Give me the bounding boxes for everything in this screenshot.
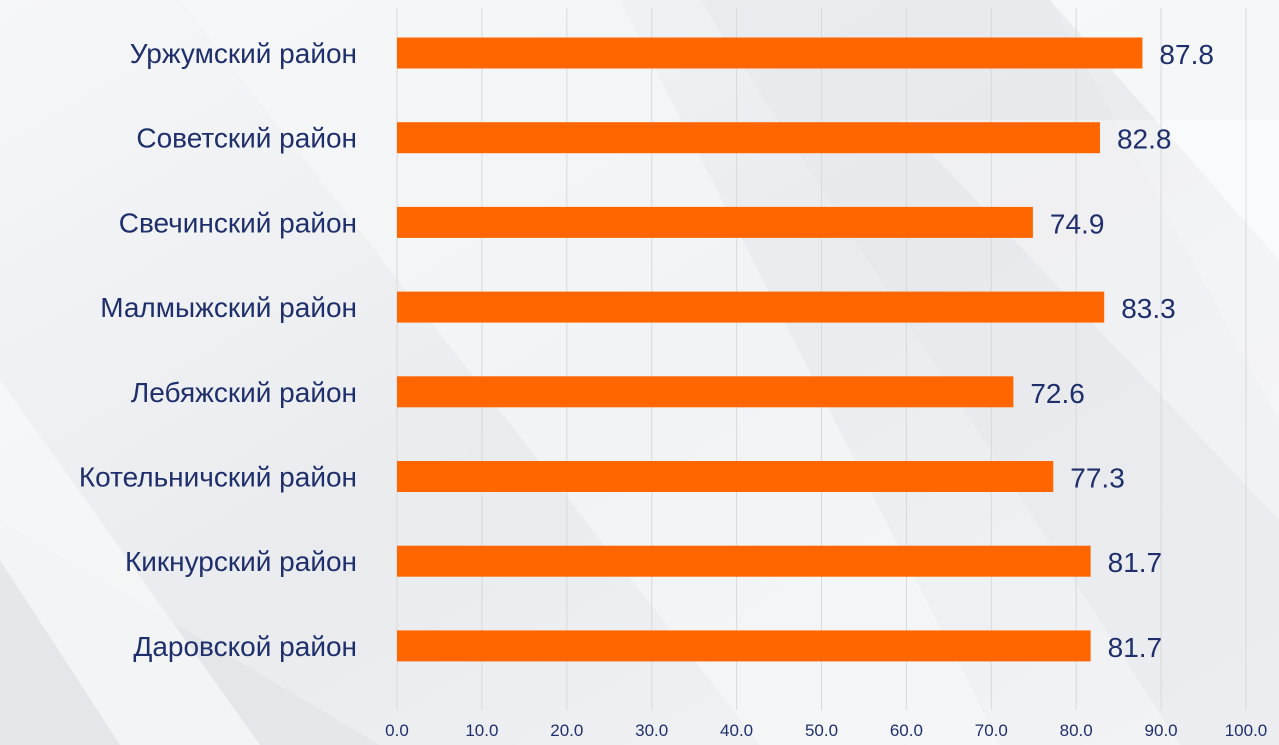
data-label: 87.8 (1159, 39, 1214, 70)
category-labels: Уржумский район Советский район Свечинский… (79, 38, 357, 662)
bar (397, 291, 1105, 323)
category-label: Советский район (136, 123, 357, 154)
x-tick-label: 20.0 (550, 721, 583, 740)
bar (397, 545, 1091, 577)
x-tick-label: 10.0 (465, 721, 498, 740)
data-label: 72.6 (1030, 378, 1085, 409)
data-label: 82.8 (1117, 124, 1172, 155)
data-label: 83.3 (1121, 293, 1176, 324)
data-label: 81.7 (1108, 632, 1163, 663)
category-label: Малмыжский район (100, 292, 357, 323)
category-label: Уржумский район (130, 38, 357, 69)
value-labels: 87.8 82.8 74.9 83.3 72.6 77.3 81.7 81.7 (1030, 39, 1214, 663)
data-label: 74.9 (1050, 208, 1105, 239)
x-tick-label: 0.0 (385, 721, 409, 740)
x-axis-tick-labels: 0.0 10.0 20.0 30.0 40.0 50.0 60.0 70.0 80.0 90.0 1… (385, 721, 1267, 740)
data-label: 77.3 (1070, 463, 1125, 494)
x-tick-label: 70.0 (975, 721, 1008, 740)
category-label: Свечинский район (119, 207, 357, 238)
bar (397, 122, 1100, 154)
x-tick-label: 30.0 (635, 721, 668, 740)
bar (397, 461, 1054, 492)
x-tick-label: 80.0 (1060, 721, 1093, 740)
data-label: 81.7 (1108, 547, 1163, 578)
x-tick-label: 90.0 (1145, 721, 1178, 740)
x-tick-label: 100.0 (1225, 721, 1268, 740)
x-tick-label: 60.0 (890, 721, 923, 740)
bar (397, 37, 1143, 69)
category-label: Даровской район (133, 631, 357, 662)
category-label: Лебяжский район (131, 377, 357, 408)
category-label: Котельничский район (79, 462, 357, 493)
x-tick-label: 50.0 (805, 721, 838, 740)
bar (397, 206, 1033, 238)
bar (397, 376, 1014, 408)
bars (397, 37, 1143, 662)
grid-lines (396, 8, 1247, 710)
x-tick-label: 40.0 (720, 721, 753, 740)
category-label: Кикнурский район (125, 546, 357, 577)
bar (397, 630, 1091, 662)
